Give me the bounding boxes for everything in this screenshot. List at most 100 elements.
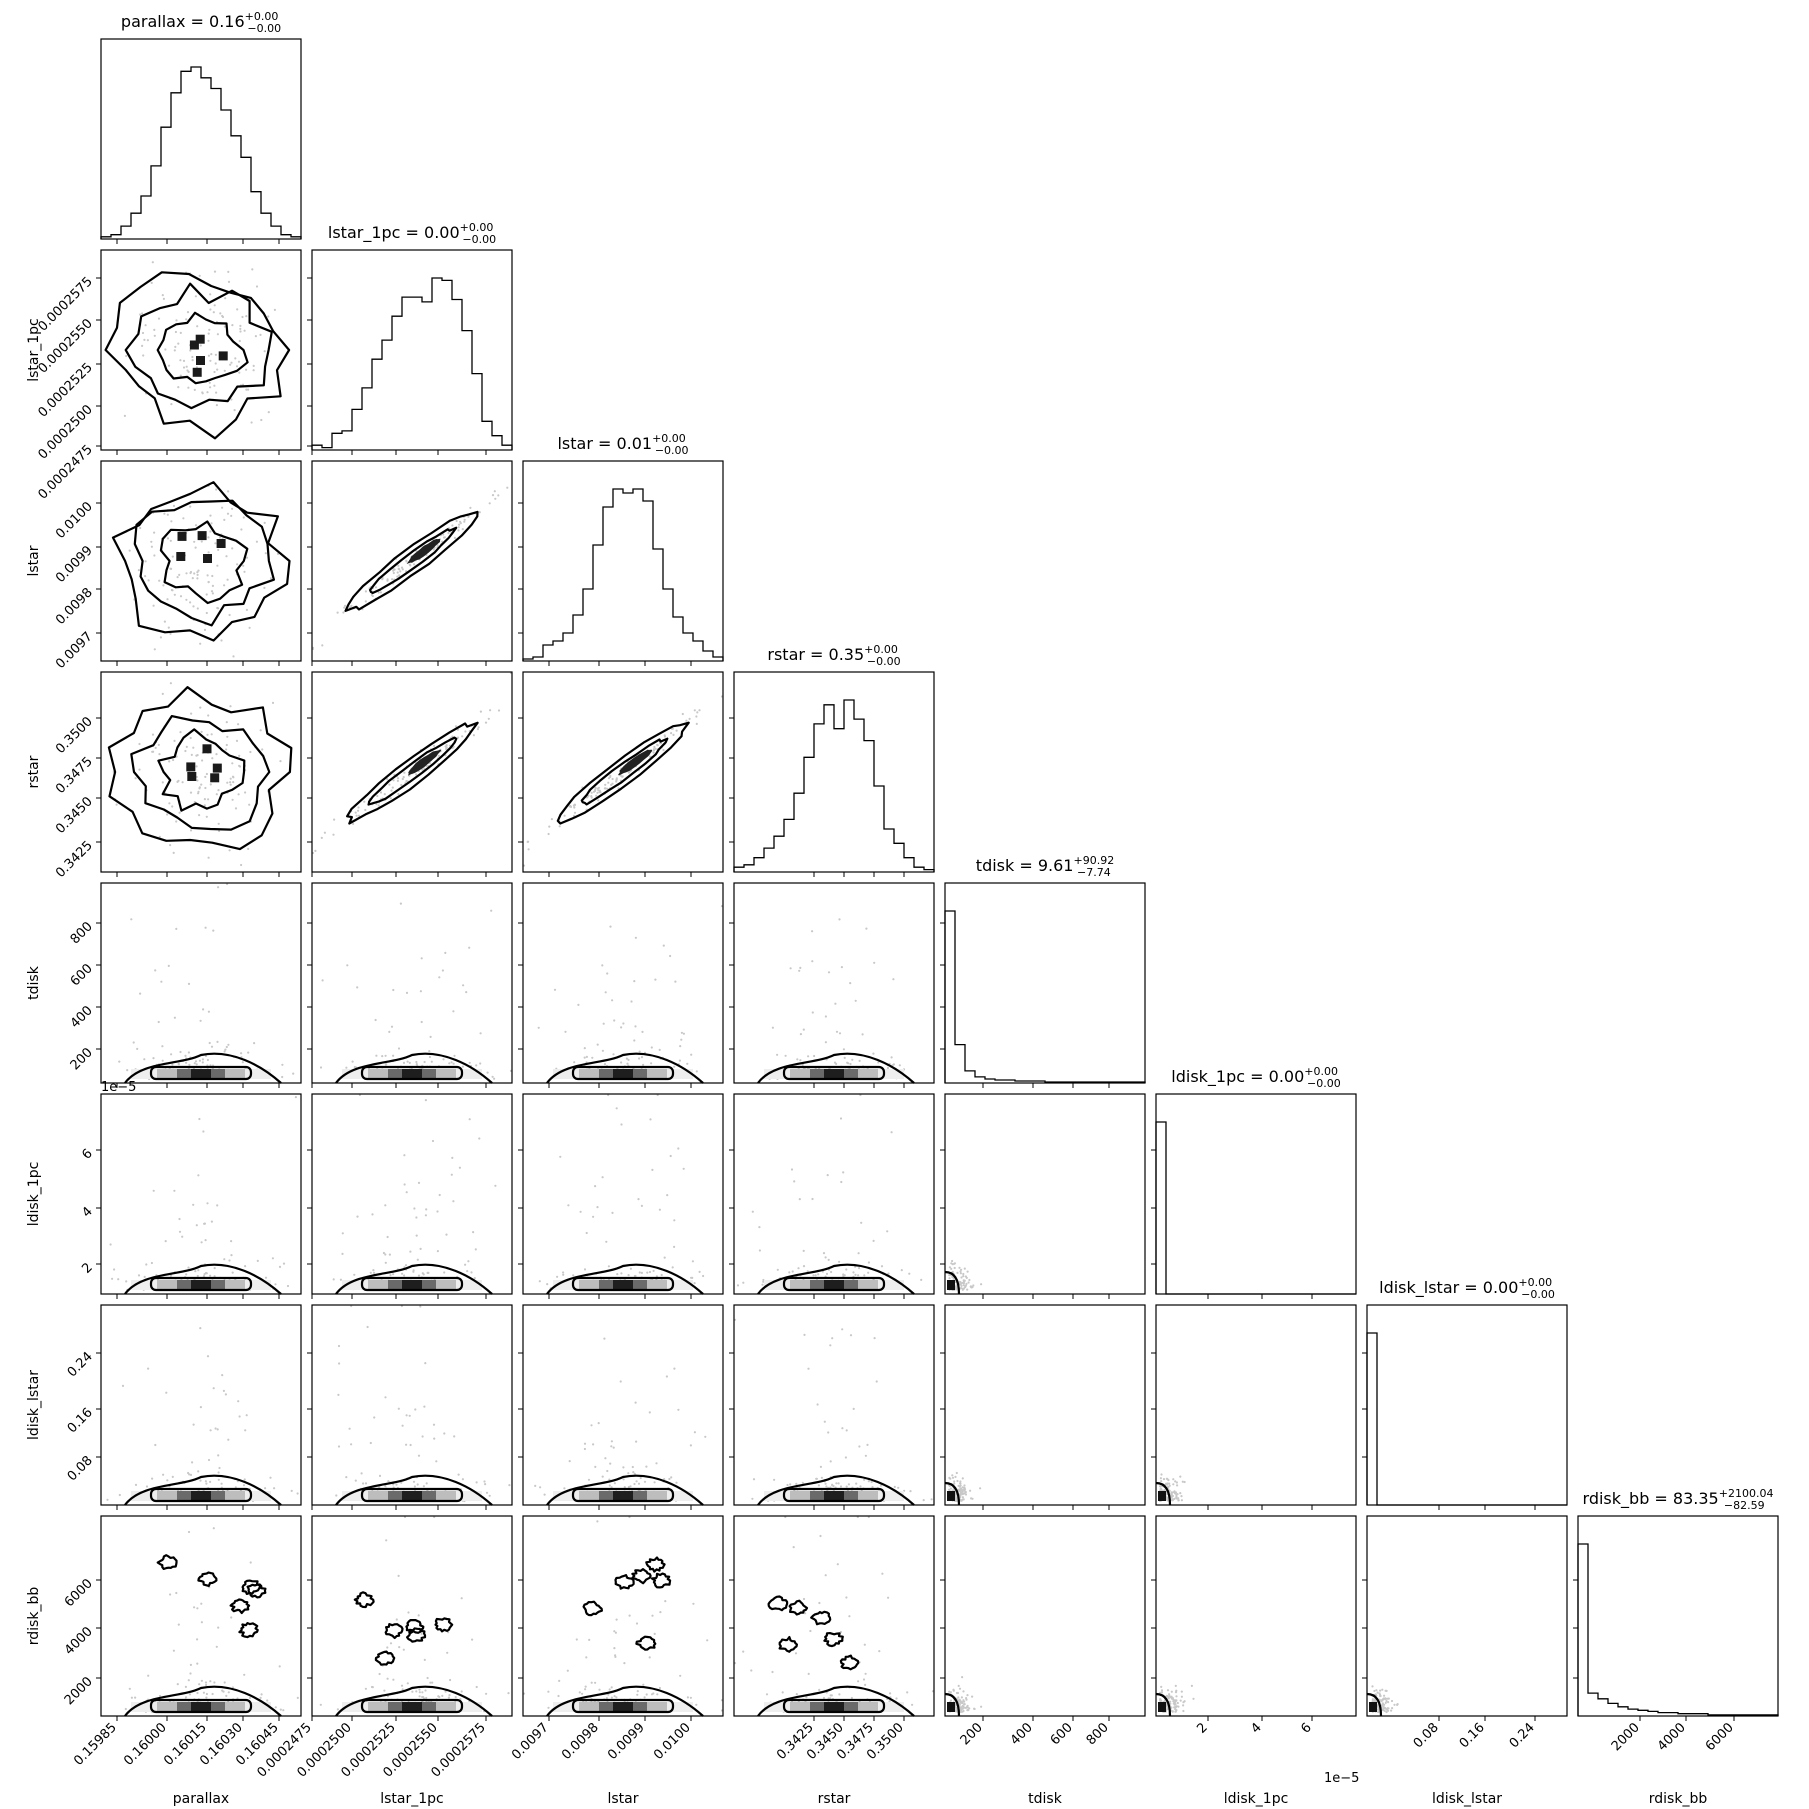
y-tick-label: 0.3450 — [53, 794, 96, 837]
density-contours — [124, 1263, 282, 1295]
axes-frame — [1155, 1304, 1357, 1506]
sample-points — [768, 918, 906, 1080]
scatter-tdisk-vs-ldisk_1pc — [940, 1093, 1146, 1299]
histogram-steps — [522, 488, 724, 661]
y-tick-label: 0.08 — [65, 1453, 96, 1484]
x-tick-label: 0.0098 — [559, 1720, 602, 1763]
x-tick-label: 0.0100 — [651, 1720, 694, 1763]
x-tick-label: 2000 — [1609, 1720, 1643, 1754]
scatter-parallax-vs-tdisk: 200 400 600 800 — [68, 882, 302, 1088]
sample-points — [124, 1527, 299, 1714]
density-contours — [335, 1263, 493, 1295]
scatter-ldisk_1pc-vs-rdisk_bb: 2 4 6 — [1151, 1515, 1357, 1737]
x-tick-label: 600 — [1048, 1720, 1076, 1748]
x-offset-text: 1e−5 — [1324, 1771, 1359, 1786]
density-contours — [546, 1263, 704, 1295]
x-axis-label: ldisk_lstar — [1432, 1791, 1502, 1807]
y-tick-label: 0.3475 — [53, 754, 96, 797]
panel-title: ldisk_1pc = 0.00+0.00 −0.00 — [1171, 1065, 1340, 1090]
x-axis-label: ldisk_1pc — [1224, 1791, 1289, 1807]
axes-frame — [311, 671, 513, 873]
panel-title: parallax = 0.16+0.00 −0.00 — [121, 10, 281, 35]
panel-title: tdisk = 9.61+90.92 −7.74 — [976, 854, 1114, 879]
sample-points — [311, 486, 509, 651]
scatter-lstar_1pc-vs-rdisk_bb: 0.00024750.00025000.00025250.00025500.00… — [255, 1515, 513, 1781]
histogram-steps — [1155, 1121, 1356, 1295]
density-contours — [335, 1052, 493, 1084]
axes-frame — [733, 1304, 935, 1506]
x-tick-label: 0.0099 — [605, 1720, 648, 1763]
axes-frame — [522, 1093, 724, 1295]
axes-frame — [100, 38, 302, 240]
sample-points — [332, 1093, 497, 1292]
scatter-parallax-vs-lstar_1pc: 0.00024750.00025000.00025250.00025500.00… — [36, 249, 302, 503]
scatter-lstar-vs-ldisk_lstar — [518, 1304, 724, 1510]
density-contours — [1155, 1481, 1172, 1506]
x-tick-label: 4 — [1248, 1720, 1264, 1736]
panel-title: ldisk_lstar = 0.00+0.00 −0.00 — [1379, 1276, 1555, 1301]
scatter-tdisk-vs-ldisk_lstar — [940, 1304, 1146, 1510]
x-tick-label: 0.16 — [1457, 1720, 1488, 1751]
scatter-lstar_1pc-vs-ldisk_1pc — [307, 1093, 513, 1299]
axes-frame — [311, 1515, 513, 1717]
axes-frame — [1577, 1515, 1779, 1717]
x-axis-label: lstar — [607, 1791, 638, 1807]
scatter-lstar-vs-rdisk_bb: 0.0097 0.0098 0.0099 0.0100 — [509, 1515, 724, 1763]
sample-points — [118, 882, 295, 1081]
axes-frame — [311, 1093, 513, 1295]
y-tick-label: 6000 — [62, 1576, 96, 1610]
x-tick-label: 0.16000 — [121, 1720, 170, 1769]
y-tick-label: 2000 — [62, 1674, 96, 1708]
sample-points — [319, 1515, 510, 1713]
y-axis-label: rdisk_bb — [26, 1587, 42, 1646]
y-axis-label: lstar_1pc — [26, 318, 42, 382]
axes-frame — [1155, 1093, 1357, 1295]
axes-frame — [1155, 1515, 1357, 1717]
density-contours — [944, 1481, 961, 1506]
scatter-lstar-vs-tdisk — [518, 882, 724, 1088]
scatter-rstar-vs-ldisk_1pc — [729, 1093, 935, 1299]
x-tick-label: 4000 — [1655, 1720, 1689, 1754]
density-contours — [757, 1052, 915, 1084]
x-tick-label: 6000 — [1703, 1720, 1737, 1754]
x-axis-label: tdisk — [1028, 1791, 1063, 1807]
x-tick-label: 0.24 — [1507, 1720, 1538, 1751]
y-tick-label: 2 — [79, 1260, 95, 1276]
x-axis-label: parallax — [173, 1791, 229, 1807]
histogram-steps — [100, 66, 302, 239]
axes-frame — [522, 671, 724, 873]
histogram-steps — [733, 699, 935, 872]
sample-points — [522, 1515, 724, 1713]
y-tick-label: 4000 — [62, 1624, 96, 1658]
histogram-steps — [1577, 1543, 1779, 1716]
y-tick-label: 200 — [68, 1045, 96, 1073]
axes-frame — [733, 1515, 935, 1717]
sample-points — [736, 1093, 923, 1292]
density-contours — [107, 686, 293, 851]
x-tick-label: 200 — [958, 1720, 986, 1748]
panel-title: lstar_1pc = 0.00+0.00 −0.00 — [328, 221, 496, 246]
density-contours — [344, 510, 479, 612]
axes-frame — [522, 460, 724, 662]
scatter-lstar_1pc-vs-tdisk — [307, 882, 513, 1088]
histogram-ldisk_lstar: ldisk_lstar = 0.00+0.00 −0.00 — [1362, 1276, 1568, 1510]
x-axis-label: rstar — [818, 1791, 851, 1807]
histogram-parallax: parallax = 0.16+0.00 −0.00 — [100, 10, 302, 244]
histogram-steps — [311, 277, 513, 450]
histogram-steps — [1366, 1332, 1567, 1506]
density-contours — [124, 1474, 282, 1506]
sample-points — [733, 1318, 933, 1502]
sample-points — [538, 1093, 705, 1291]
density-contours — [346, 721, 479, 825]
density-contours — [944, 1270, 961, 1295]
y-tick-label: 0.3425 — [53, 838, 96, 881]
y-tick-label: 0.0098 — [53, 585, 96, 628]
y-axis-label: tdisk — [26, 965, 42, 1000]
axes-frame — [311, 249, 513, 451]
axes-frame — [522, 1304, 724, 1506]
density-contours — [104, 271, 291, 440]
scatter-rstar-vs-tdisk — [729, 882, 935, 1088]
y-tick-label: 600 — [68, 961, 96, 989]
x-axis-label: lstar_1pc — [380, 1791, 444, 1807]
